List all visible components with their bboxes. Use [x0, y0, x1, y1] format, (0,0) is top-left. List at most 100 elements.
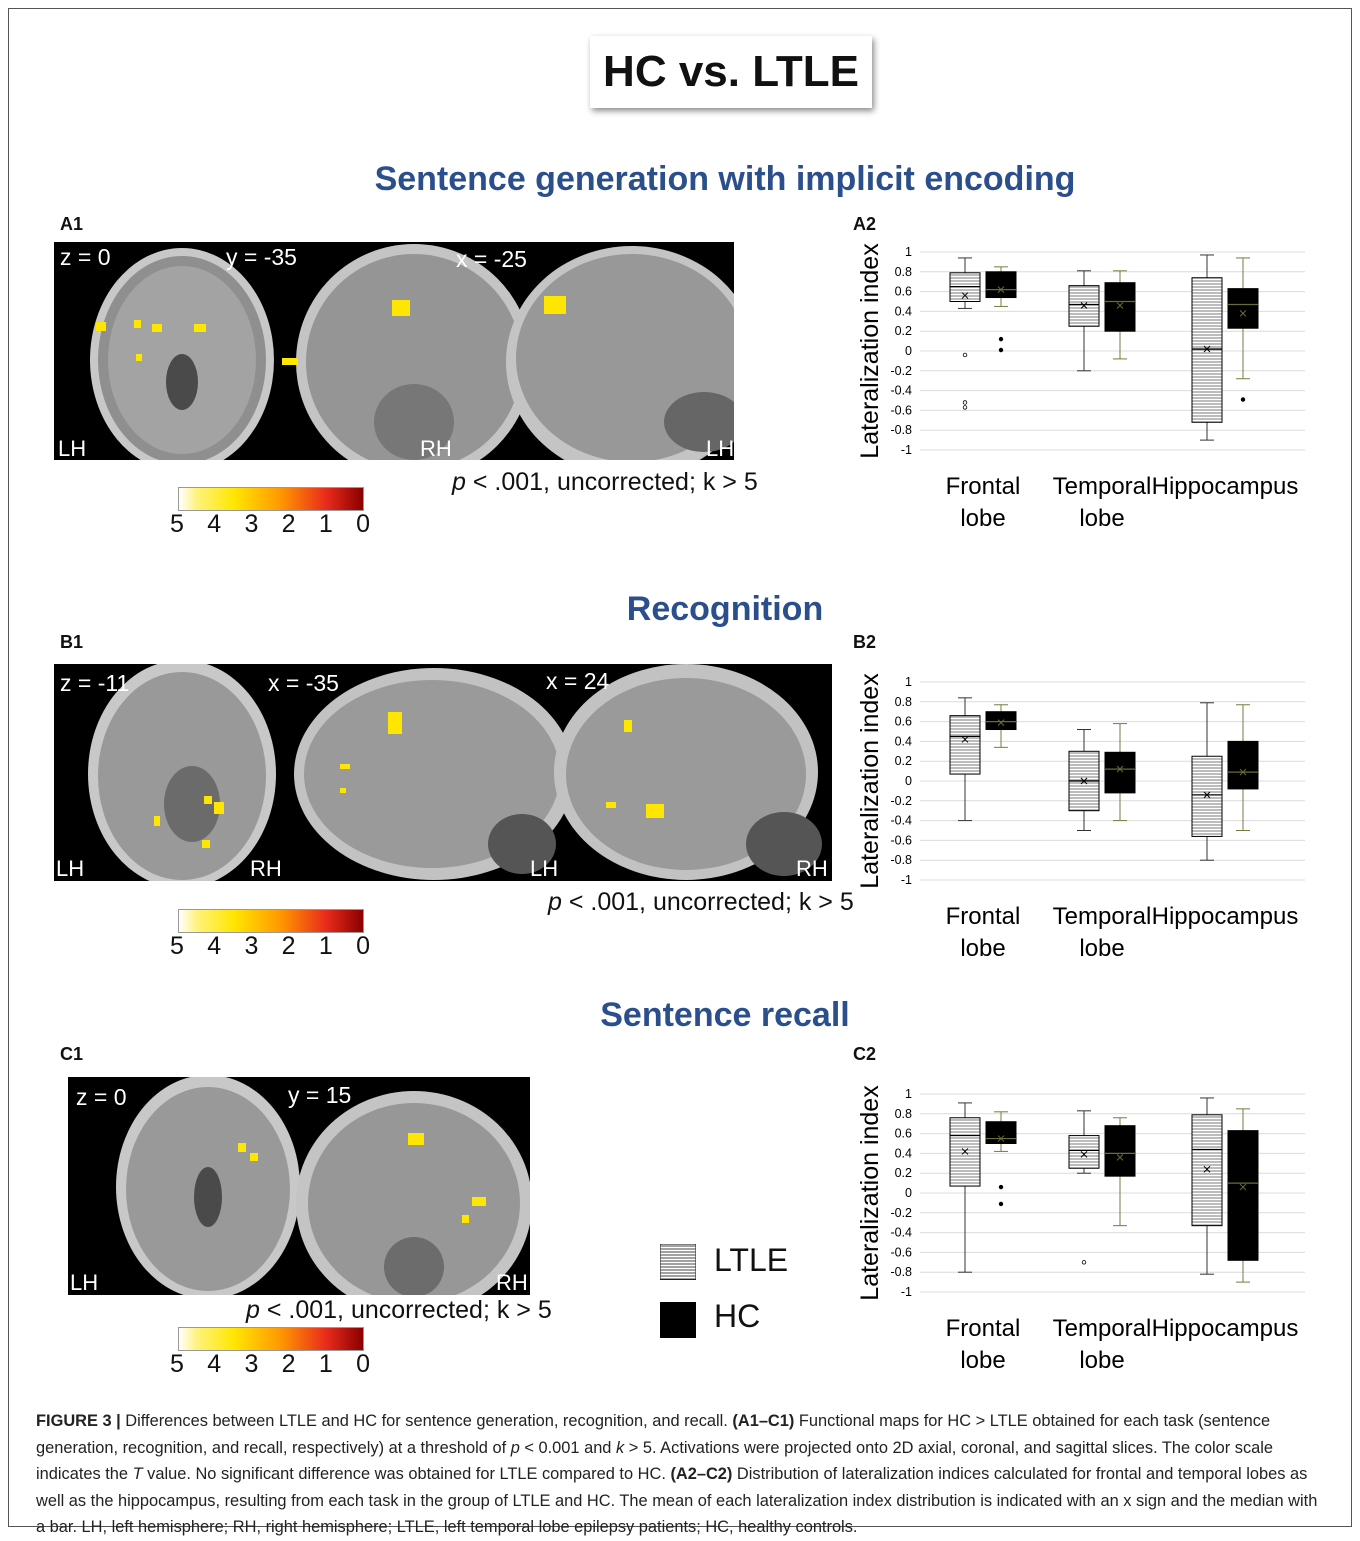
slice-label-b-2: x = -35: [268, 670, 339, 696]
legend-swatch-ltle: [660, 1244, 696, 1280]
y-tick-label: 0.6: [895, 285, 912, 299]
box: [1104, 751, 1136, 794]
caption-figure-label: FIGURE 3 |: [36, 1412, 121, 1430]
scale-tick: 5: [170, 510, 184, 538]
outlier-point: [962, 405, 968, 410]
scale-tick: 2: [281, 510, 296, 538]
x-category-label: lobe: [960, 505, 1005, 532]
box: [985, 1121, 1017, 1145]
box: [1104, 282, 1136, 332]
mean-marker: [1116, 765, 1124, 773]
y-tick-label: -0.8: [890, 423, 912, 437]
legend-label-ltle: LTLE: [714, 1242, 789, 1278]
y-tick-label: 0.4: [895, 734, 912, 748]
mean-marker: [1239, 310, 1247, 317]
brain-slices-a1: [54, 242, 734, 460]
y-tick-label: 0: [905, 344, 912, 358]
slice-label-b-3: x = 24: [546, 668, 610, 694]
caption-text: value. No significant difference was obt…: [142, 1465, 671, 1483]
box: [1227, 740, 1259, 790]
slice-label-a-1: z = 0: [60, 244, 111, 270]
mean-marker: [1203, 1165, 1211, 1173]
x-category-label: lobe: [1079, 1347, 1124, 1374]
hemi-label-b-4: RH: [796, 856, 828, 881]
scale-tick: 4: [207, 510, 222, 538]
mean-marker: [997, 286, 1005, 293]
scale-tick: 3: [244, 1350, 259, 1378]
scale-tick: 2: [281, 1350, 296, 1378]
threshold-text-a: p < .001, uncorrected; k > 5: [452, 468, 758, 496]
y-tick-label: -1: [901, 443, 912, 457]
scale-tick: 2: [281, 932, 296, 960]
caption-text: > 5. Activations were projected onto 2D …: [36, 1438, 1274, 1484]
scale-tick: 3: [244, 510, 259, 538]
outlier-point: [962, 400, 968, 405]
brain-slices-c1: [68, 1077, 530, 1295]
slice-label-a-3: x = -25: [456, 246, 527, 272]
scale-tick: 1: [318, 1350, 333, 1378]
outlier-point: [998, 1201, 1004, 1207]
scale-tick: 0: [356, 510, 370, 538]
x-category-label: Temporal: [1053, 903, 1152, 930]
mean-marker: [997, 1135, 1005, 1142]
scale-tick: 4: [207, 1350, 222, 1378]
caption-bold: (A2–C2): [670, 1465, 733, 1483]
mean-marker: [961, 736, 969, 743]
hemi-label-b-3: LH: [530, 856, 559, 881]
lateralization-chart-b2: Lateralization index 1 0.8 0.6 0.4 0.2 0 -0.2 -0…: [856, 673, 1305, 962]
caption-text: Differences between LTLE and HC for sent…: [120, 1412, 733, 1430]
color-scale-bar-b: [178, 909, 364, 933]
hemi-label-b-2: RH: [250, 856, 282, 881]
box: [1191, 1114, 1223, 1227]
hemi-label-a-2: RH: [420, 436, 452, 461]
mean-marker: [1203, 791, 1211, 799]
box: [1104, 1125, 1136, 1177]
y-tick-label: 1: [905, 1087, 912, 1101]
hemi-label-c-2: RH: [496, 1270, 528, 1295]
panel-label-b2: B2: [853, 632, 877, 652]
figure-caption: FIGURE 3 | Differences between LTLE and …: [36, 1408, 1326, 1541]
outlier-point: [998, 336, 1004, 342]
x-category-label: Hippocampus: [1152, 473, 1299, 500]
y-tick-label: 0.6: [895, 715, 912, 729]
y-axis-label: Lateralization index: [856, 673, 884, 889]
slice-label-b-1: z = -11: [60, 670, 130, 696]
lateralization-chart-a2: Lateralization index 1 0.8 0.6 0.4 0.2 0 -0.2 -0…: [856, 243, 1305, 532]
color-scale-ticks-b: 5 4 3 2 1 0: [170, 932, 370, 961]
section-title-b: Recognition: [626, 590, 824, 628]
legend-swatch-hc: [660, 1302, 696, 1338]
panel-label-b1: B1: [60, 632, 84, 652]
x-category-label: Hippocampus: [1152, 1315, 1299, 1342]
x-category-label: Hippocampus: [1152, 903, 1299, 930]
color-scale-ticks-c: 5 4 3 2 1 0: [170, 1350, 370, 1379]
section-title-c: Sentence recall: [600, 996, 850, 1034]
box: [1191, 277, 1223, 423]
box: [949, 715, 981, 775]
box: [1068, 1135, 1100, 1169]
outlier-point: [1081, 1260, 1087, 1265]
scale-tick: 1: [318, 510, 333, 538]
mean-marker: [1116, 1154, 1124, 1161]
x-category-label: lobe: [1079, 505, 1124, 532]
legend-label-hc: HC: [714, 1298, 761, 1334]
panel-label-c2: C2: [853, 1044, 877, 1064]
box: [1227, 288, 1259, 329]
y-tick-label: 1: [905, 245, 912, 259]
mean-marker: [1239, 768, 1247, 776]
y-tick-label: -1: [901, 1285, 912, 1299]
scale-tick: 5: [170, 932, 184, 960]
caption-symbol: k: [615, 1438, 625, 1457]
box: [1227, 1130, 1259, 1261]
y-tick-label: 0.8: [895, 695, 912, 709]
x-category-label: Temporal: [1053, 1315, 1152, 1342]
caption-text: Functional maps for HC > LTLE obtained f…: [36, 1412, 1271, 1457]
x-category-label: Frontal: [946, 1315, 1021, 1342]
outlier-point: [962, 352, 968, 358]
figure-main-title: HC vs. LTLE: [590, 36, 872, 108]
y-tick-label: 0: [905, 774, 912, 788]
panel-label-a1: A1: [60, 214, 84, 234]
color-scale-bar-c: [178, 1327, 364, 1351]
y-tick-label: -0.2: [890, 1206, 912, 1220]
x-category-label: Temporal: [1053, 473, 1152, 500]
caption-symbol: p: [510, 1438, 520, 1457]
